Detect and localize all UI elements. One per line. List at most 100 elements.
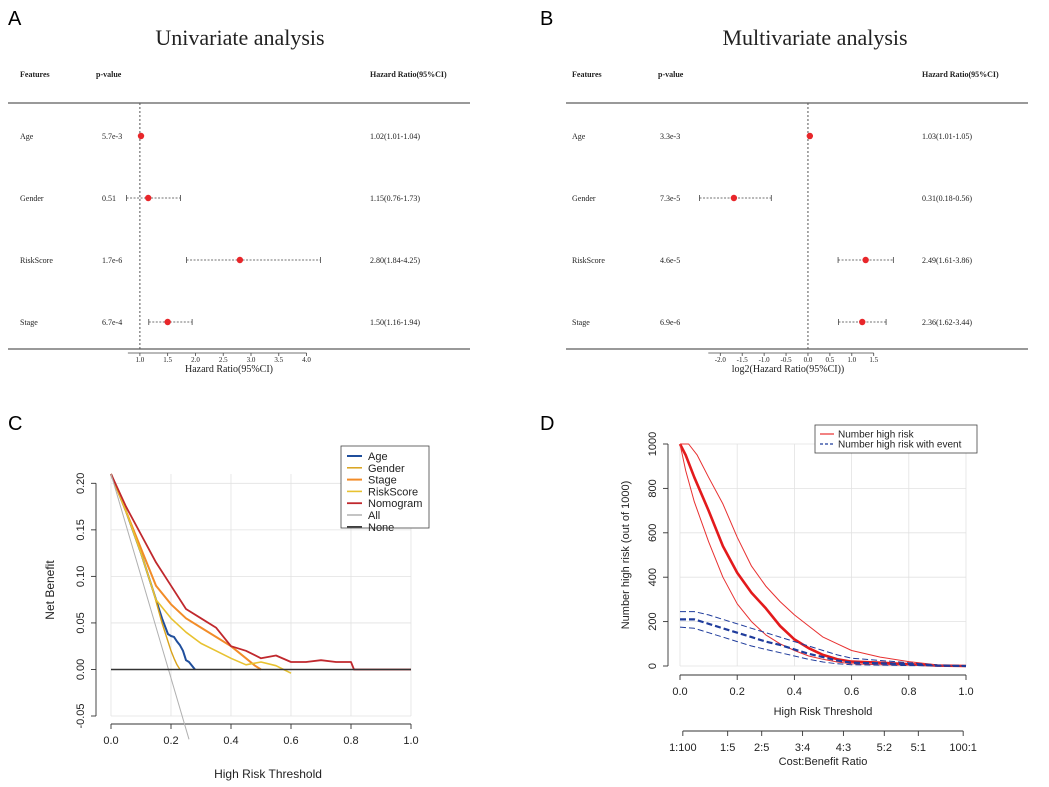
y-tick-label: 0 (647, 663, 659, 669)
pvalue-stage: 6.7e-4 (102, 318, 122, 327)
x-tick-label: 0.6 (844, 686, 859, 698)
x-tick-label: 2.0 (191, 356, 200, 364)
cost-benefit-axis-label: Cost:Benefit Ratio (779, 756, 868, 768)
legend-label-age: Age (368, 451, 388, 463)
forest-plot-univariate: Univariate analysis Features p-value Haz… (8, 25, 470, 375)
x-tick-label: 0.8 (901, 686, 916, 698)
x-tick-label: 3.5 (274, 356, 283, 364)
forest-title: Multivariate analysis (722, 25, 907, 50)
column-header-hr: Hazard Ratio(95%CI) (370, 70, 447, 79)
hr-point-gender (145, 194, 152, 202)
cost-benefit-tick-label: 5:1 (911, 742, 926, 754)
x-tick-label: -2.0 (715, 356, 727, 364)
x-tick-label: 0.0 (103, 735, 118, 747)
cost-benefit-tick-label: 2:5 (754, 742, 769, 754)
legend-label-number-high-risk-with-event: Number high risk with event (838, 440, 962, 451)
hr-text-age: 1.03(1.01-1.05) (922, 132, 972, 141)
x-axis-label: log2(Hazard Ratio(95%CI)) (732, 364, 844, 375)
hr-text-riskscore: 2.80(1.84-4.25) (370, 256, 420, 265)
feature-label-age: Age (572, 132, 586, 141)
hr-point-riskscore (862, 256, 869, 264)
series-line-all (110, 473, 190, 740)
x-tick-label: 0.2 (730, 686, 745, 698)
series-line-event-lower (679, 626, 967, 667)
x-tick-label: 0.0 (804, 356, 813, 364)
x-tick-label: 1.5 (869, 356, 878, 364)
pvalue-riskscore: 1.7e-6 (102, 256, 122, 265)
series-line-stage (110, 473, 262, 671)
pvalue-age: 3.3e-3 (660, 132, 680, 141)
column-header-pvalue: p-value (96, 70, 122, 79)
y-tick-label: 0.05 (75, 612, 87, 633)
panel-label-d: D (540, 413, 554, 435)
forest-title: Univariate analysis (155, 25, 324, 50)
cost-benefit-tick-label: 100:1 (949, 742, 977, 754)
x-tick-label: 3.0 (247, 356, 256, 364)
feature-label-gender: Gender (20, 194, 44, 203)
y-tick-label: 0.15 (75, 519, 87, 540)
pvalue-riskscore: 4.6e-5 (660, 256, 680, 265)
feature-label-age: Age (20, 132, 34, 141)
x-axis-label: Hazard Ratio(95%CI) (185, 364, 273, 375)
x-tick-label: 1.0 (847, 356, 856, 364)
hr-point-age (806, 132, 814, 140)
x-tick-label: 0.2 (163, 735, 178, 747)
x-tick-label: 0.8 (343, 735, 358, 747)
x-tick-label: 0.6 (283, 735, 298, 747)
cost-benefit-tick-label: 5:2 (877, 742, 892, 754)
x-tick-label: 1.0 (136, 356, 145, 364)
y-tick-label: 0.10 (75, 566, 87, 587)
y-axis-label: Net Benefit (43, 560, 57, 620)
x-tick-label: -0.5 (780, 356, 792, 364)
x-tick-label: -1.5 (737, 356, 749, 364)
y-tick-label: 200 (647, 612, 659, 630)
y-tick-label: 600 (647, 524, 659, 542)
y-tick-label: 400 (647, 568, 659, 586)
hr-point-gender (730, 194, 738, 202)
hr-point-riskscore (236, 256, 244, 264)
x-tick-label: 0.0 (672, 686, 687, 698)
hr-text-riskscore: 2.49(1.61-3.86) (922, 256, 972, 265)
series-line-riskscore (110, 473, 292, 674)
series-line-high-risk (678, 443, 967, 668)
pvalue-gender: 7.3e-5 (660, 194, 680, 203)
hr-text-stage: 2.36(1.62-3.44) (922, 318, 972, 327)
pvalue-gender: 0.51 (102, 194, 116, 203)
legend-box (814, 424, 978, 454)
forest-plot-multivariate: Multivariate analysis Features p-value H… (566, 25, 1028, 375)
y-tick-label: 1000 (647, 432, 659, 456)
column-header-hr: Hazard Ratio(95%CI) (922, 70, 999, 79)
panel-label-a: A (8, 8, 22, 30)
legend-label-stage: Stage (368, 475, 397, 487)
hr-point-age (137, 132, 145, 140)
legend-label-number-high-risk: Number high risk (838, 430, 915, 441)
hr-text-stage: 1.50(1.16-1.94) (370, 318, 420, 327)
cost-benefit-tick-label: 4:3 (836, 742, 851, 754)
x-tick-label: 4.0 (302, 356, 311, 364)
y-tick-label: 0.20 (75, 473, 87, 494)
pvalue-age: 5.7e-3 (102, 132, 122, 141)
column-header-pvalue: p-value (658, 70, 684, 79)
legend-label-riskscore: RiskScore (368, 486, 418, 498)
x-tick-label: 1.0 (403, 735, 418, 747)
x-tick-label: 1.5 (163, 356, 172, 364)
cost-benefit-tick-label: 1:5 (720, 742, 735, 754)
x-tick-label: -1.0 (759, 356, 771, 364)
series-line-gender (110, 473, 181, 670)
legend-label-nomogram: Nomogram (368, 498, 422, 510)
series-line-high-risk-lower (679, 443, 967, 667)
hr-text-age: 1.02(1.01-1.04) (370, 132, 420, 141)
x-tick-label: 0.4 (223, 735, 238, 747)
series-line-event (680, 618, 967, 668)
hr-point-stage (164, 318, 171, 326)
feature-label-riskscore: RiskScore (20, 256, 53, 265)
feature-label-riskscore: RiskScore (572, 256, 605, 265)
panel-label-c: C (8, 413, 22, 435)
feature-label-gender: Gender (572, 194, 596, 203)
decision-curve-plot: 0.0 0.2 0.4 0.6 0.8 1.0 -0.05 0.00 0.05 0.10 0.15 0… (43, 445, 430, 781)
feature-label-stage: Stage (572, 318, 590, 327)
cost-benefit-tick-label: 1:100 (669, 742, 697, 754)
